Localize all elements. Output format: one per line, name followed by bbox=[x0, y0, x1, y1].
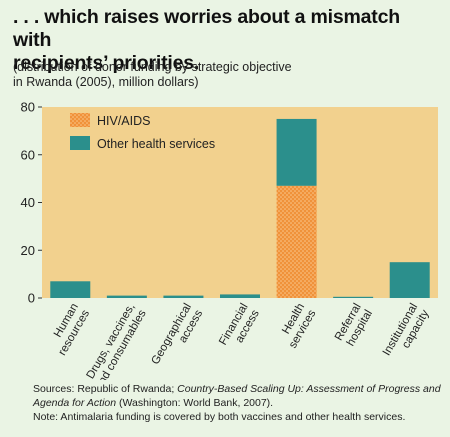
y-tick-label: 40 bbox=[21, 195, 35, 210]
subtitle-line-1: (distribution of donor funding by strate… bbox=[13, 60, 292, 74]
sources-suffix: (Washington: World Bank, 2007). bbox=[116, 397, 274, 409]
plot-area bbox=[42, 107, 438, 298]
title-line-1: . . . which raises worries about a misma… bbox=[13, 6, 400, 51]
bar-other-health-services bbox=[389, 262, 430, 298]
footnote: Note: Antimalaria funding is covered by … bbox=[33, 411, 406, 423]
legend-swatch bbox=[70, 113, 90, 127]
bar-other-health-services bbox=[333, 296, 374, 298]
chart-subtitle: (distribution of donor funding by strate… bbox=[13, 60, 433, 90]
x-category-label: Referralhospital bbox=[333, 302, 375, 350]
legend-swatch bbox=[70, 136, 90, 150]
sources-line: Sources: Republic of Rwanda; Country-Bas… bbox=[33, 382, 445, 410]
x-category-label: Institutionalcapacity bbox=[381, 301, 432, 364]
x-category-label: Drugs, vaccines,and consumables bbox=[82, 301, 149, 380]
y-tick-label: 60 bbox=[21, 147, 35, 162]
sources-prefix: Sources: Republic of Rwanda; bbox=[33, 383, 178, 395]
bar-other-health-services bbox=[106, 295, 147, 298]
subtitle-line-2: in Rwanda (2005), million dollars) bbox=[13, 75, 199, 89]
y-tick-label: 0 bbox=[28, 291, 35, 306]
bar-other-health-services bbox=[276, 118, 317, 186]
sources-title: Country-Based Scaling Up: Assessment of … bbox=[33, 383, 441, 409]
y-axis: 0 20 40 60 80 bbox=[21, 100, 42, 306]
title-line-2: recipients’ priorities. bbox=[13, 52, 200, 74]
y-tick-label: 20 bbox=[21, 243, 35, 258]
y-tick-label: 80 bbox=[21, 100, 35, 115]
bars bbox=[50, 118, 430, 298]
legend-label: HIV/AIDS bbox=[97, 114, 151, 128]
bar-other-health-services bbox=[220, 294, 260, 298]
x-category-label: Geographicalaccess bbox=[149, 301, 205, 373]
legend: HIV/AIDS Other health services bbox=[70, 113, 215, 151]
bar-other-health-services bbox=[50, 281, 91, 298]
sources-note: Sources: Republic of Rwanda; Country-Bas… bbox=[33, 382, 445, 424]
x-category-label: Financialaccess bbox=[217, 301, 262, 354]
x-category-label: Humanresources bbox=[45, 301, 92, 357]
chart-title: . . . which raises worries about a misma… bbox=[13, 6, 443, 75]
legend-label: Other health services bbox=[97, 137, 215, 151]
bar-hiv-aids bbox=[276, 185, 317, 298]
x-category-label: Healthservices bbox=[276, 301, 319, 350]
bar-other-health-services bbox=[163, 295, 204, 298]
